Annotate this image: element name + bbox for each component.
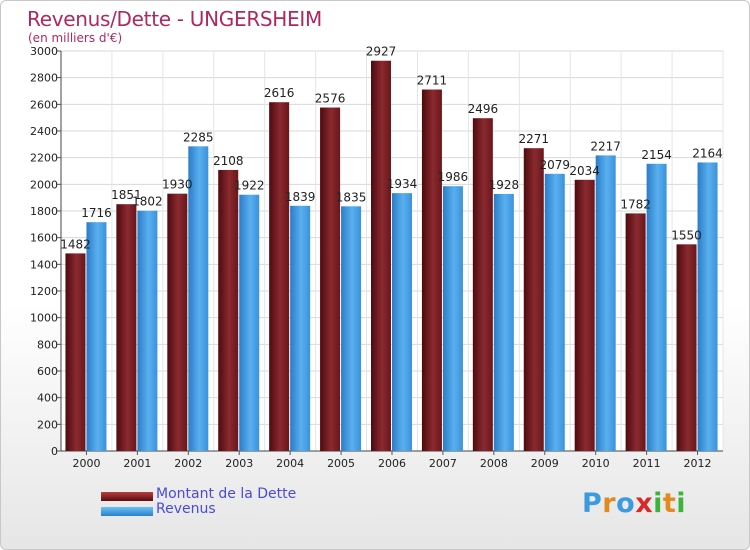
x-tick-label: 2006: [378, 457, 406, 470]
bar-revenus: [493, 193, 514, 451]
bar-revenus: [86, 222, 107, 451]
x-tick-label: 2009: [531, 457, 559, 470]
data-label-dette: 2108: [213, 154, 244, 168]
logo-letter: r: [602, 488, 617, 519]
data-label-revenus: 2285: [183, 130, 214, 144]
bar-revenus: [341, 206, 362, 451]
bar-dette: [472, 118, 493, 451]
y-tick-label: 2400: [30, 125, 58, 138]
data-label-revenus: 1839: [285, 190, 316, 204]
bar-revenus: [697, 162, 718, 451]
y-tick-label: 1600: [30, 232, 58, 245]
data-label-revenus: 2217: [590, 139, 621, 153]
data-label-dette: 2616: [264, 86, 295, 100]
bar-dette: [625, 213, 646, 451]
data-label-dette: 1782: [620, 197, 651, 211]
data-label-revenus: 1922: [234, 179, 265, 193]
bar-dette: [320, 107, 341, 452]
y-tick-label: 1800: [30, 205, 58, 218]
chart-title: Revenus/Dette - UNGERSHEIM: [27, 7, 322, 31]
bar-dette: [116, 204, 137, 451]
data-label-dette: 2711: [417, 74, 448, 88]
logo-letter: i: [653, 488, 663, 519]
y-tick-label: 1400: [30, 258, 58, 271]
bar-dette: [574, 179, 595, 452]
legend-swatch-revenus: [101, 507, 153, 516]
x-tick-label: 2001: [123, 457, 151, 470]
y-tick-label: 600: [37, 365, 58, 378]
x-tick-label: 2007: [429, 457, 457, 470]
bar-revenus: [392, 193, 412, 451]
logo-letter: i: [676, 488, 687, 519]
data-label-dette: 2927: [366, 45, 397, 59]
data-label-dette: 1930: [162, 178, 193, 192]
data-label-revenus: 1934: [387, 177, 418, 191]
y-tick-label: 1200: [30, 285, 58, 298]
bar-revenus: [290, 205, 311, 451]
bar-dette: [269, 102, 290, 451]
y-tick-label: 2600: [30, 98, 58, 111]
data-label-revenus: 2164: [692, 146, 723, 160]
x-tick-label: 2003: [225, 457, 253, 470]
x-tick-label: 2002: [174, 457, 202, 470]
y-tick-label: 2000: [30, 178, 58, 191]
bar-dette: [676, 244, 697, 451]
bar-revenus: [137, 210, 158, 451]
data-label-revenus: 1986: [438, 170, 469, 184]
data-label-revenus: 1716: [81, 206, 112, 220]
bar-revenus: [188, 146, 209, 452]
x-tick-label: 2008: [480, 457, 508, 470]
logo-letter: P: [582, 488, 603, 519]
x-tick-label: 2000: [72, 457, 100, 470]
bar-revenus: [544, 173, 565, 452]
logo-letter: t: [662, 488, 677, 519]
data-label-dette: 1550: [671, 228, 702, 242]
legend-label-revenus: Revenus: [156, 501, 216, 517]
data-label-dette: 2271: [518, 132, 549, 146]
data-label-dette: 2576: [315, 92, 346, 106]
bar-revenus: [442, 186, 463, 451]
y-tick-label: 400: [37, 392, 58, 405]
logo-letter: x: [635, 488, 654, 519]
x-tick-label: 2011: [633, 457, 661, 470]
y-tick-label: 0: [51, 445, 58, 458]
bar-dette: [421, 89, 442, 452]
logo-letter: o: [616, 488, 636, 519]
y-tick-label: 800: [37, 338, 58, 351]
x-tick-label: 2005: [327, 457, 355, 470]
bar-revenus: [595, 155, 616, 451]
data-label-revenus: 1802: [132, 195, 163, 209]
data-label-revenus: 2079: [539, 158, 570, 172]
bar-revenus: [239, 194, 260, 451]
y-tick-label: 200: [37, 418, 58, 431]
data-label-revenus: 1928: [489, 178, 520, 192]
proxiti-logo: Proxiti: [582, 488, 686, 519]
bar-chart: 0 200 400 600 800 1000 1200 1400 1600 1800 2000 220…: [30, 45, 724, 470]
data-label-dette: 2496: [468, 102, 499, 116]
y-tick-label: 2200: [30, 152, 58, 165]
data-label-dette: 1851: [111, 188, 142, 202]
x-tick-label: 2012: [684, 457, 712, 470]
data-label-dette: 2034: [569, 164, 600, 178]
data-label-revenus: 2154: [641, 148, 672, 162]
bar-dette: [523, 148, 544, 451]
bar-dette: [371, 60, 391, 451]
bar-revenus: [646, 163, 667, 452]
chart-subtitle: (en milliers d'€): [28, 31, 123, 45]
data-label-revenus: 1835: [336, 190, 367, 204]
bar-dette: [65, 253, 86, 451]
y-tick-label: 2800: [30, 72, 58, 85]
data-label-dette: 1482: [60, 237, 91, 251]
legend-swatch-dette: [101, 492, 153, 501]
x-tick-label: 2004: [276, 457, 304, 470]
bar-dette: [167, 193, 188, 451]
y-tick-label: 3000: [30, 45, 58, 58]
y-tick-label: 1000: [30, 312, 58, 325]
legend-label-dette: Montant de la Dette: [156, 486, 297, 502]
bar-dette: [218, 169, 239, 451]
x-tick-label: 2010: [582, 457, 610, 470]
